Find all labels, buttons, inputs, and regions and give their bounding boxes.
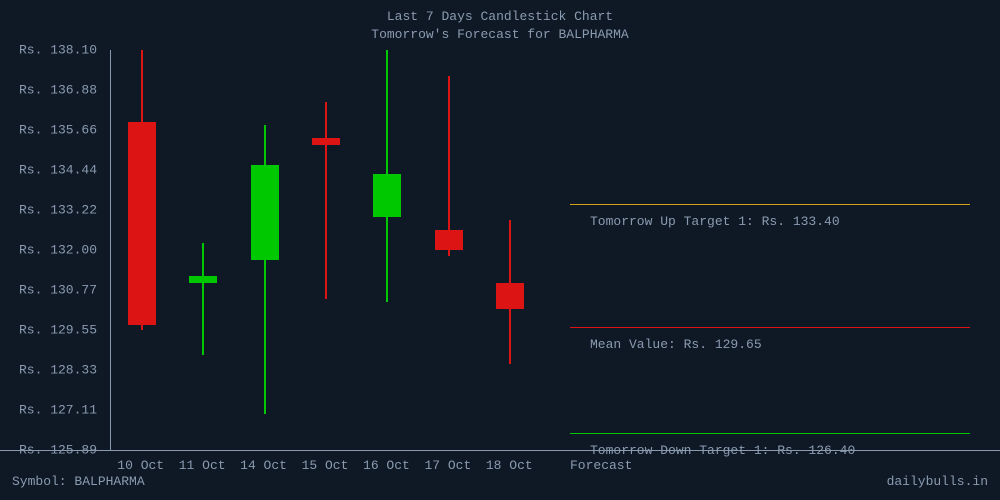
chart-title-1: Last 7 Days Candlestick Chart [0, 8, 1000, 26]
target-label-mean: Mean Value: Rs. 129.65 [590, 337, 762, 352]
y-tick-label: Rs. 128.33 [19, 363, 97, 378]
candle-body [128, 122, 156, 325]
y-tick-label: Rs. 135.66 [19, 122, 97, 137]
site-credit: dailybulls.in [887, 474, 988, 489]
symbol-label: Symbol: BALPHARMA [12, 474, 145, 489]
candle-wick [325, 102, 327, 299]
y-tick-label: Rs. 132.00 [19, 242, 97, 257]
candle-wick [202, 243, 204, 354]
candle-body [496, 283, 524, 309]
y-tick-label: Rs. 129.55 [19, 323, 97, 338]
candlestick-chart [110, 50, 540, 450]
candle-body [251, 165, 279, 260]
candle-body [189, 276, 217, 283]
candle [312, 50, 340, 450]
y-tick-label: Rs. 130.77 [19, 283, 97, 298]
candle [189, 50, 217, 450]
forecast-column-label: Forecast [570, 458, 632, 473]
candle-body [373, 174, 401, 217]
y-tick-label: Rs. 138.10 [19, 43, 97, 58]
x-tick-label: 18 Oct [486, 458, 533, 473]
y-tick-label: Rs. 134.44 [19, 162, 97, 177]
target-line-mean [570, 327, 970, 328]
x-axis-line [0, 450, 1000, 451]
x-axis-labels: 10 Oct 11 Oct 14 Oct 15 Oct 16 Oct 17 Oct 18 O… [110, 458, 540, 478]
candle [435, 50, 463, 450]
target-line-up [570, 204, 970, 205]
target-label-up: Tomorrow Up Target 1: Rs. 133.40 [590, 214, 840, 229]
candle [496, 50, 524, 450]
x-tick-label: 17 Oct [424, 458, 471, 473]
candle [251, 50, 279, 450]
x-tick-label: 11 Oct [179, 458, 226, 473]
candle [373, 50, 401, 450]
y-tick-label: Rs. 133.22 [19, 202, 97, 217]
candle [128, 50, 156, 450]
x-tick-label: 14 Oct [240, 458, 287, 473]
chart-titles: Last 7 Days Candlestick Chart Tomorrow's… [0, 8, 1000, 44]
forecast-targets: Tomorrow Up Target 1: Rs. 133.40 Mean Val… [570, 50, 990, 450]
x-tick-label: 16 Oct [363, 458, 410, 473]
y-tick-label: Rs. 136.88 [19, 82, 97, 97]
target-line-down [570, 433, 970, 434]
y-tick-label: Rs. 127.11 [19, 403, 97, 418]
x-tick-label: 10 Oct [117, 458, 164, 473]
chart-title-2: Tomorrow's Forecast for BALPHARMA [0, 26, 1000, 44]
x-tick-label: 15 Oct [302, 458, 349, 473]
y-axis: Rs. 138.10Rs. 136.88Rs. 135.66Rs. 134.44… [0, 50, 105, 450]
candle-body [312, 138, 340, 145]
candle-body [435, 230, 463, 250]
